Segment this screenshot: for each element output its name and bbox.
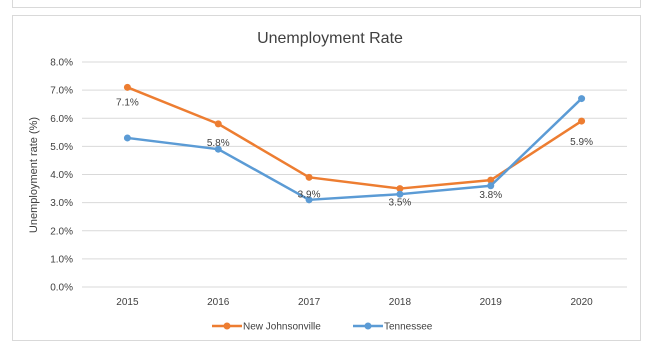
data-point [578, 95, 586, 103]
legend-item: Tennessee [353, 322, 433, 333]
x-tick-label: 2017 [298, 297, 321, 308]
data-label: 5.8% [207, 138, 230, 149]
data-point [487, 182, 495, 190]
y-axis-title: Unemployment rate (%) [28, 117, 40, 233]
legend-marker [223, 322, 231, 330]
data-label: 3.5% [389, 198, 412, 209]
x-tick-label: 2019 [480, 297, 503, 308]
series-line-1 [127, 97, 583, 202]
previous-panel-edge [12, 0, 641, 8]
data-label: 3.8% [479, 190, 502, 201]
data-label: 7.1% [116, 97, 139, 108]
y-tick-label: 3.0% [50, 198, 73, 209]
y-tick-label: 8.0% [50, 58, 73, 69]
chart-title: Unemployment Rate [257, 30, 403, 47]
data-point [214, 145, 222, 153]
data-point [305, 173, 313, 181]
x-tick-label: 2016 [207, 297, 230, 308]
data-point [123, 134, 131, 142]
y-tick-label: 6.0% [50, 114, 73, 125]
data-point [396, 190, 404, 198]
x-tick-label: 2020 [570, 297, 593, 308]
legend-marker [364, 322, 372, 330]
data-point [578, 117, 586, 125]
y-tick-label: 5.0% [50, 142, 73, 153]
data-point [305, 196, 313, 204]
y-tick-label: 4.0% [50, 170, 73, 181]
x-tick-label: 2015 [116, 297, 139, 308]
data-label: 3.9% [298, 189, 321, 200]
data-point [123, 83, 131, 91]
x-tick-label: 2018 [389, 297, 412, 308]
data-label: 5.9% [570, 137, 593, 148]
legend-label: New Johnsonville [243, 322, 321, 333]
y-tick-label: 2.0% [50, 226, 73, 237]
data-point [214, 120, 222, 128]
legend-label: Tennessee [384, 322, 433, 333]
y-tick-label: 1.0% [50, 254, 73, 265]
y-tick-label: 7.0% [50, 86, 73, 97]
y-tick-label: 0.0% [50, 283, 73, 294]
data-point [487, 176, 495, 184]
series-line-0 [126, 86, 583, 190]
data-point [396, 185, 404, 193]
legend-item: New Johnsonville [212, 322, 321, 333]
